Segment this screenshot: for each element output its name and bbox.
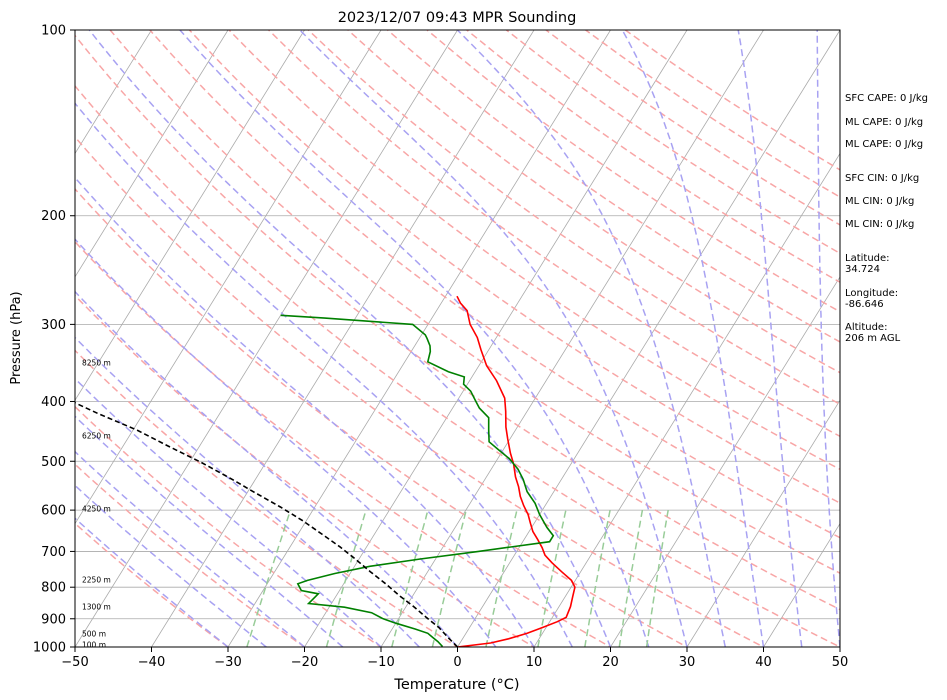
dry-adiabat-line bbox=[75, 240, 613, 647]
dry-adiabat-line bbox=[75, 135, 766, 647]
height-label: 6250 m bbox=[82, 432, 111, 441]
isotherm-line bbox=[75, 30, 152, 155]
dry-adiabat-line bbox=[188, 30, 840, 504]
ml-cape-text-2: ML CAPE: 0 J/kg bbox=[845, 139, 924, 150]
x-tick-label: 30 bbox=[679, 655, 696, 670]
mixing-ratio-line bbox=[537, 509, 567, 647]
moist-adiabat-line bbox=[621, 30, 765, 647]
dry-adiabat-line bbox=[228, 30, 840, 471]
x-tick-label: 50 bbox=[832, 655, 849, 670]
dry-adiabat-line bbox=[149, 30, 840, 539]
ml-cin-text: ML CIN: 0 J/kg bbox=[845, 196, 915, 207]
mixing-ratio-line bbox=[431, 509, 468, 647]
dry-adiabat-line bbox=[109, 30, 840, 575]
ml-cin-text-2: ML CIN: 0 J/kg bbox=[845, 219, 915, 230]
dry-adiabat-line bbox=[268, 30, 840, 438]
moist-adiabat-line bbox=[816, 30, 840, 647]
temperature-profile-line bbox=[456, 295, 576, 647]
isotherm-line bbox=[457, 30, 840, 647]
sfc-cin-text: SFC CIN: 0 J/kg bbox=[845, 173, 920, 184]
dry-adiabat-line bbox=[347, 30, 840, 374]
height-label: 4250 m bbox=[82, 505, 111, 514]
isotherm-line bbox=[75, 30, 382, 525]
dry-adiabat-line bbox=[75, 463, 306, 647]
y-tick-label: 500 bbox=[41, 455, 66, 470]
dry-adiabat-line bbox=[75, 405, 383, 647]
parcel-profile-line bbox=[75, 401, 459, 647]
dry-adiabat-line bbox=[75, 349, 459, 647]
mixing-ratio-line bbox=[485, 509, 518, 647]
y-tick-label: 600 bbox=[41, 504, 66, 519]
isotherm-line bbox=[533, 152, 840, 647]
x-tick-label: −10 bbox=[367, 655, 394, 670]
isotherm-line bbox=[75, 30, 229, 278]
isotherm-line bbox=[610, 276, 840, 647]
altitude-text: Altitude: 206 m AGL bbox=[845, 322, 901, 344]
isotherm-line bbox=[304, 30, 688, 647]
y-tick-label: 400 bbox=[41, 395, 66, 410]
isotherm-line bbox=[75, 30, 458, 647]
y-tick-label: 200 bbox=[41, 209, 66, 224]
isotherm-line bbox=[227, 30, 611, 647]
moist-adiabat-line bbox=[75, 450, 305, 647]
mixing-ratio-line bbox=[645, 509, 669, 647]
dry-adiabat-line bbox=[307, 30, 840, 406]
x-axis-label: Temperature (°C) bbox=[393, 677, 519, 693]
y-tick-label: 1000 bbox=[33, 641, 66, 656]
mixing-ratio-line bbox=[391, 509, 429, 647]
height-label: 100 m bbox=[82, 641, 106, 650]
moist-adiabat-line bbox=[75, 238, 497, 647]
moist-adiabat-line bbox=[75, 176, 535, 647]
dry-adiabat-line bbox=[75, 84, 840, 647]
dewpoint-profile-line bbox=[280, 314, 555, 647]
sfc-cape-text: SFC CAPE: 0 J/kg bbox=[845, 93, 928, 104]
x-tick-label: 40 bbox=[755, 655, 772, 670]
y-tick-label: 800 bbox=[41, 581, 66, 596]
moist-adiabat-line bbox=[299, 30, 688, 647]
x-tick-label: 20 bbox=[602, 655, 619, 670]
x-tick-label: −50 bbox=[61, 655, 88, 670]
moist-adiabat-line bbox=[75, 484, 267, 647]
mixing-ratio-line bbox=[584, 509, 611, 647]
y-tick-label: 300 bbox=[41, 318, 66, 333]
isotherm-line bbox=[380, 30, 764, 647]
x-tick-label: −20 bbox=[291, 655, 318, 670]
moist-adiabat-line bbox=[75, 290, 459, 647]
isotherm-line bbox=[763, 522, 840, 647]
moist-adiabat-line bbox=[75, 517, 229, 647]
y-tick-label: 900 bbox=[41, 612, 66, 627]
isotherm-line bbox=[75, 30, 305, 401]
height-label: 2250 m bbox=[82, 575, 111, 584]
mixing-ratio-line bbox=[246, 509, 292, 647]
x-tick-label: −40 bbox=[138, 655, 165, 670]
dry-adiabat-line bbox=[387, 30, 840, 343]
ml-cape-text: ML CAPE: 0 J/kg bbox=[845, 117, 924, 128]
height-label: 500 m bbox=[82, 630, 106, 639]
x-tick-label: 10 bbox=[526, 655, 543, 670]
y-tick-label: 700 bbox=[41, 545, 66, 560]
y-tick-label: 100 bbox=[41, 24, 66, 39]
mixing-ratio-line bbox=[618, 509, 644, 647]
y-axis-label: Pressure (hPa) bbox=[9, 291, 24, 384]
latitude-text: Latitude: 34.724 bbox=[845, 253, 890, 275]
dry-adiabat-line bbox=[75, 187, 689, 647]
x-tick-label: 0 bbox=[453, 655, 461, 670]
height-label: 1300 m bbox=[82, 603, 111, 612]
height-label: 8250 m bbox=[82, 358, 111, 367]
moist-adiabat-line bbox=[75, 102, 573, 647]
dry-adiabat-line bbox=[75, 34, 840, 611]
isotherm-line bbox=[686, 399, 840, 647]
chart-title: 2023/12/07 09:43 MPR Sounding bbox=[338, 10, 577, 26]
moist-adiabat-line bbox=[75, 415, 344, 647]
longitude-text: Longitude: -86.646 bbox=[845, 288, 899, 310]
x-tick-label: −30 bbox=[214, 655, 241, 670]
mixing-ratio-line bbox=[325, 509, 367, 647]
moist-adiabat-line bbox=[75, 377, 382, 647]
moist-adiabat-line bbox=[179, 30, 650, 647]
moist-adiabat-line bbox=[456, 30, 727, 647]
